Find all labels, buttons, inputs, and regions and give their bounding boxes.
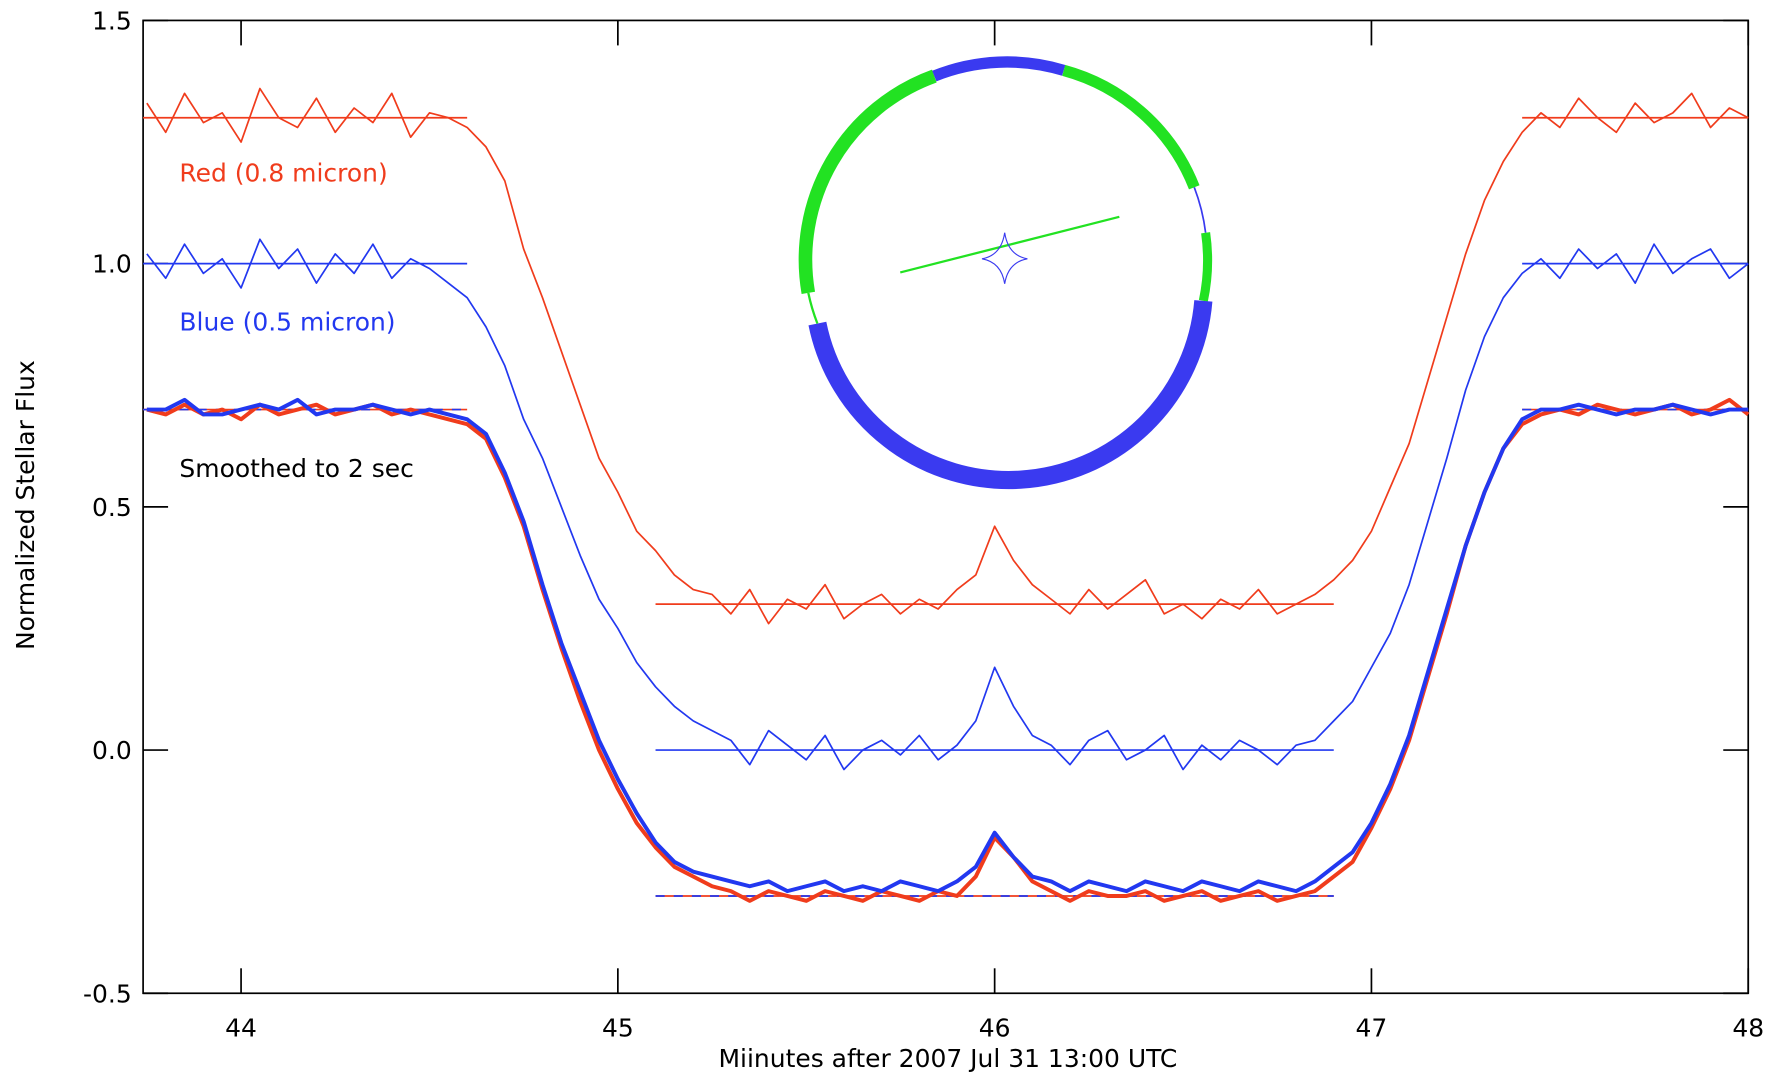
x-axis-label: Miinutes after 2007 Jul 31 13:00 UTC (719, 1044, 1178, 1073)
inset-chord (899, 215, 1120, 274)
inset-arc (807, 292, 819, 324)
inset-arc (1193, 186, 1207, 233)
x-tick-label: 47 (1356, 1013, 1388, 1042)
y-tick-label: -0.5 (83, 979, 132, 1008)
inset-arc (798, 69, 937, 295)
inset-star (981, 232, 1028, 284)
x-tick-label: 46 (979, 1013, 1011, 1042)
annotation: Smoothed to 2 sec (179, 454, 413, 483)
y-tick-label: 1.5 (92, 7, 132, 36)
y-tick-label: 1.0 (92, 250, 132, 279)
annotation: Red (0.8 micron) (179, 159, 387, 188)
inset-arc (1062, 64, 1200, 190)
x-tick-label: 48 (1732, 1013, 1764, 1042)
data-line (146, 397, 1749, 894)
inset-arc (1198, 232, 1213, 302)
inset-arc (808, 300, 1213, 490)
data-line (146, 87, 1749, 625)
y-tick-label: 0.0 (92, 736, 132, 765)
x-tick-label: 45 (602, 1013, 634, 1042)
inset-arc (932, 56, 1066, 82)
data-line (146, 238, 1749, 771)
annotation: Blue (0.5 micron) (179, 307, 395, 336)
y-tick-label: 0.5 (92, 493, 132, 522)
x-tick-label: 44 (225, 1013, 257, 1042)
y-axis-label: Normalized Stellar Flux (11, 360, 40, 650)
inset-diagram (798, 56, 1213, 490)
